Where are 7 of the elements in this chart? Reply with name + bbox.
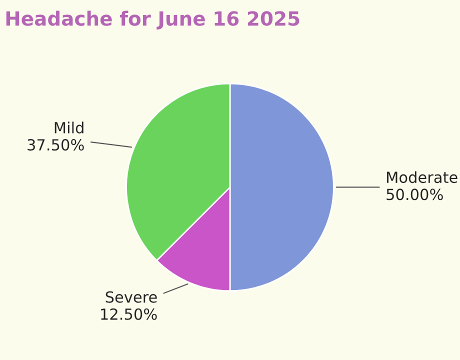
data-label: 12.50% — [101, 308, 157, 320]
slice-label: Severe — [106, 291, 157, 303]
slice-label: Mild — [54, 122, 84, 134]
data-label: 37.50% — [28, 139, 84, 151]
slice-label: Moderate — [387, 171, 458, 184]
chart-title: Headache for June 16 2025 — [6, 10, 300, 30]
data-label: 50.00% — [386, 188, 443, 200]
